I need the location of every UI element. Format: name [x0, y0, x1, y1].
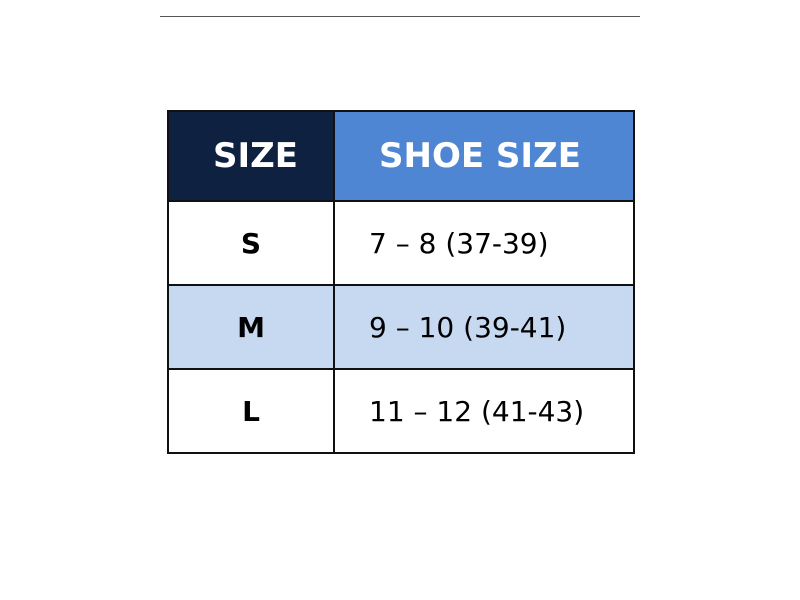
header-row: SIZE SHOE SIZE	[167, 110, 635, 202]
size-cell: L	[167, 368, 335, 454]
row: S 7 – 8 (37-39)	[167, 200, 635, 286]
size-table: SIZE SHOE SIZE S 7 – 8 (37-39) M 9 – 10 …	[167, 110, 635, 454]
size-cell: S	[167, 200, 335, 286]
row: M 9 – 10 (39-41)	[167, 284, 635, 370]
header-cell: SIZE	[167, 110, 335, 202]
size-cell: M	[167, 284, 335, 370]
shoe-size-cell: 11 – 12 (41-43)	[333, 368, 635, 454]
row: L 11 – 12 (41-43)	[167, 368, 635, 454]
shoe-size-cell: 9 – 10 (39-41)	[333, 284, 635, 370]
header-cell: SHOE SIZE	[333, 110, 635, 202]
shoe-size-cell: 7 – 8 (37-39)	[333, 200, 635, 286]
divider	[160, 16, 640, 17]
